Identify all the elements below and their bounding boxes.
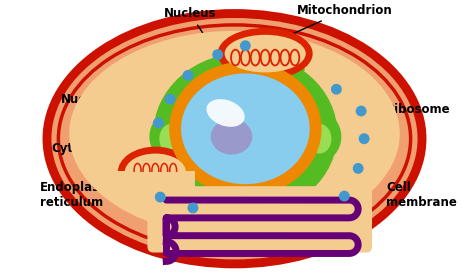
Ellipse shape [52,18,418,259]
Circle shape [155,192,166,203]
Text: Ribosome: Ribosome [362,103,450,125]
Circle shape [339,191,350,201]
Text: Cytoplasm: Cytoplasm [52,142,173,155]
Bar [116,172,195,203]
Circle shape [165,94,176,105]
Bar [116,171,195,202]
Ellipse shape [308,124,331,153]
Circle shape [331,84,342,95]
Circle shape [182,70,193,81]
Text: Nucleolus: Nucleolus [61,93,225,140]
Ellipse shape [298,112,341,161]
Ellipse shape [211,119,252,155]
Text: Cell
membrane: Cell membrane [386,181,457,209]
Circle shape [212,49,223,60]
Circle shape [188,203,199,213]
Ellipse shape [169,61,321,196]
Ellipse shape [181,73,310,184]
Ellipse shape [207,99,245,127]
Circle shape [153,117,164,128]
Text: Mitochondrion: Mitochondrion [278,4,392,41]
Ellipse shape [125,153,186,191]
Ellipse shape [218,28,313,79]
Ellipse shape [43,9,427,268]
Ellipse shape [226,59,305,80]
Bar [116,171,195,202]
Text: Nucleus: Nucleus [164,7,246,99]
Ellipse shape [149,112,193,161]
Ellipse shape [154,53,337,215]
Ellipse shape [69,31,400,237]
Circle shape [353,163,364,174]
Circle shape [359,133,370,144]
Ellipse shape [159,124,183,153]
Ellipse shape [118,147,193,198]
FancyBboxPatch shape [147,186,372,253]
Ellipse shape [225,35,306,72]
Circle shape [356,106,366,117]
Circle shape [240,40,251,51]
Text: Endoplasmic
reticulum: Endoplasmic reticulum [39,181,164,214]
